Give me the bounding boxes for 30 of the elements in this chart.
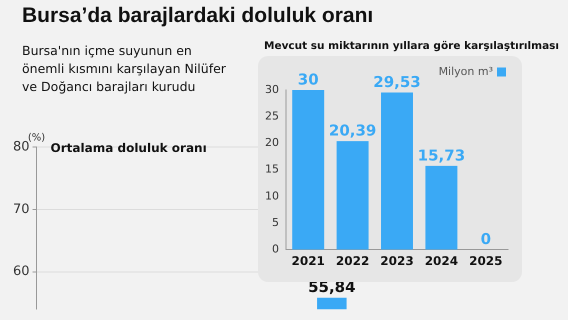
y-tick-label: 30	[264, 82, 279, 96]
chart-subtitle: Bursa'nın içme suyunun en önemli kısmını karşılayan Nilüfer ve Doğancı barajları kurudu	[22, 42, 227, 96]
y-tick-label: 5	[272, 216, 279, 229]
y-tick-label: 70	[12, 202, 30, 217]
chart-title: Mevcut su miktarının yıllara göre karşılaştırılması	[264, 40, 560, 52]
y-tick-label: 10	[264, 189, 279, 202]
y-tick-label: 25	[264, 109, 279, 122]
data-label: 15,73	[418, 146, 466, 164]
y-tick-label: 60	[12, 264, 30, 280]
data-label: 0	[480, 230, 492, 248]
x-tick-label: 2023	[380, 254, 414, 268]
bar	[336, 141, 369, 250]
x-tick-label: 2024	[424, 254, 458, 268]
x-tick-label: 2021	[291, 254, 325, 268]
legend-label: Milyon m³	[438, 64, 493, 78]
y-axis-title: (%)	[28, 132, 46, 144]
y-tick-label: 20	[264, 136, 279, 150]
annotation: Ortalama doluluk oranı	[50, 141, 207, 156]
y-tick-label: 80	[12, 139, 30, 154]
data-label: 20,39	[328, 122, 376, 140]
data-label: 30	[298, 70, 319, 88]
y-tick-label: 15	[264, 162, 279, 176]
chart-title: Bursa’da barajlardaki doluluk oranı	[22, 4, 374, 28]
bar	[292, 90, 324, 250]
x-tick-label: 2025	[469, 254, 503, 268]
bar	[425, 166, 458, 250]
x-tick-label: 2022	[336, 254, 370, 268]
y-tick-label: 0	[272, 242, 279, 256]
bar	[381, 92, 413, 250]
data-label: 29,53	[373, 72, 421, 91]
